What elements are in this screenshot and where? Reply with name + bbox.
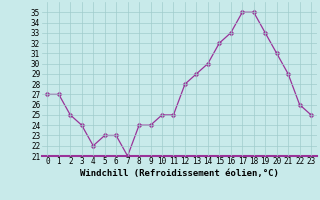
X-axis label: Windchill (Refroidissement éolien,°C): Windchill (Refroidissement éolien,°C)	[80, 169, 279, 178]
